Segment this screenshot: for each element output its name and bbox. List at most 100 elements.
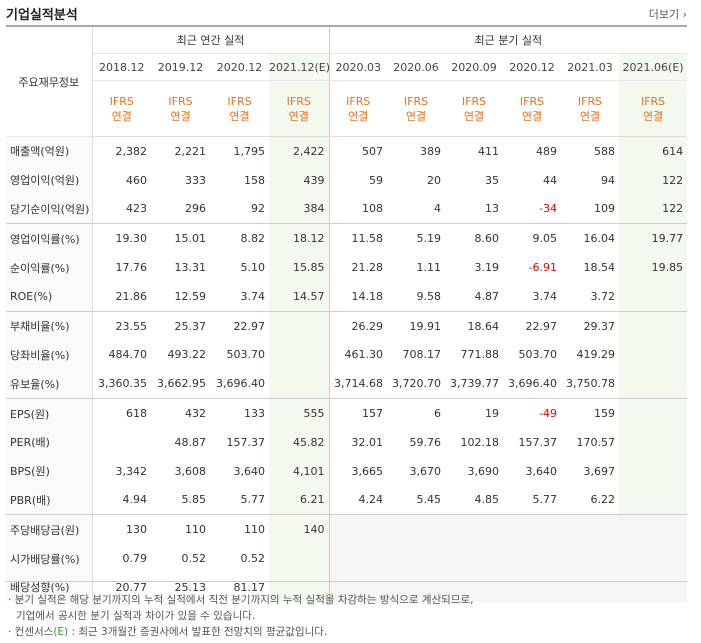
row-label: 시가배당률(%)	[6, 544, 93, 573]
ifrs-label: IFRS 연결	[503, 80, 562, 137]
table-cell: 26.29	[329, 310, 388, 341]
note-1: · 분기 실적은 해당 분기까지의 누적 실적에서 직전 분기까지의 누적 실적…	[8, 594, 474, 606]
table-cell: 411	[478, 144, 500, 158]
period-header: 2021.06(E)	[619, 53, 688, 81]
period-header: 2020.12	[503, 53, 562, 81]
table-cell: 14.57	[269, 281, 330, 312]
table-cell: 8.60	[445, 223, 504, 254]
table-cell: 170.57	[576, 435, 616, 449]
table-row: ROE(%) 21.86 12.59 3.74 14.57 14.18 9.58 4.87 3.…	[6, 281, 688, 312]
table-cell: 21.28	[351, 261, 384, 275]
row-label: 매출액(억원)	[6, 136, 93, 166]
table-cell: 19	[445, 398, 504, 428]
table-cell: 13	[485, 202, 500, 216]
row-label: BPS(원)	[6, 456, 93, 486]
table-cell: 588	[594, 144, 616, 158]
period-header: 2020.12	[210, 53, 269, 81]
table-cell: 2,221	[174, 144, 207, 158]
table-cell: 4.85	[474, 493, 500, 507]
ifrs-label: IFRS 연결	[445, 80, 504, 137]
period-header: 2021.03	[561, 53, 620, 81]
table-cell	[619, 369, 688, 399]
table-cell: 19.77	[619, 223, 688, 254]
table-row: 부채비율(%) 23.55 25.37 22.97 26.29 19.91 18.64 22.…	[6, 310, 688, 341]
table-cell	[503, 572, 562, 602]
table-cell: 110	[210, 514, 269, 545]
table-cell: 3,739.77	[450, 377, 500, 391]
table-row: PBR(배) 4.94 5.85 5.77 6.21 4.24 5.45 4.85 5.77 6.…	[6, 485, 688, 515]
chevron-right-icon: ›	[682, 8, 687, 21]
table-cell: 5.77	[532, 493, 558, 507]
ifrs-label: IFRS 연결	[387, 80, 446, 137]
footer-divider	[6, 581, 687, 582]
table-cell	[387, 572, 446, 602]
table-cell	[619, 310, 688, 341]
table-cell: 3,750.78	[566, 377, 616, 391]
table-cell: 3.74	[240, 289, 266, 303]
table-cell: 20.77	[115, 580, 148, 594]
ifrs-line1: IFRS	[227, 94, 252, 108]
table-cell: 3.72	[590, 289, 616, 303]
table-cell: 423	[126, 202, 147, 216]
table-cell	[619, 456, 688, 486]
table-cell: 23.55	[92, 310, 151, 341]
table-cell: 489	[536, 144, 558, 158]
table-cell: 5.77	[240, 493, 266, 507]
ifrs-line1: IFRS	[168, 94, 193, 108]
row-label: 부채비율(%)	[6, 310, 93, 341]
table-row: 순이익률(%) 17.76 13.31 5.10 15.85 21.28 1.11 3.19 -…	[6, 253, 688, 282]
table-cell: 102.18	[460, 435, 500, 449]
table-cell: 1.11	[416, 261, 442, 275]
row-label: 순이익률(%)	[6, 253, 93, 282]
table-cell: 17.76	[115, 261, 148, 275]
table-cell: 5.10	[240, 261, 266, 275]
table-cell: 122	[619, 194, 688, 224]
table-cell	[269, 369, 330, 399]
note-1-text: 분기 실적은 해당 분기까지의 누적 실적에서 직전 분기까지의 누적 실적을 …	[14, 594, 474, 606]
table-cell: 3,696.40	[508, 377, 558, 391]
table-cell: 3,670	[409, 464, 442, 478]
ifrs-label: IFRS 연결	[210, 80, 269, 137]
ifrs-label: IFRS 연결	[92, 80, 151, 137]
row-label-header: 주요재무정보	[6, 27, 93, 137]
table-cell: 2,382	[115, 144, 148, 158]
more-link[interactable]: 더보기 ›	[649, 6, 687, 22]
table-cell: 158	[244, 173, 265, 187]
table-cell: 25.37	[151, 310, 210, 341]
table-cell: 503.70	[518, 348, 558, 362]
table-cell: 5.45	[416, 493, 442, 507]
table-cell: 771.88	[460, 348, 500, 362]
table-cell: 45.82	[269, 427, 330, 457]
table-cell	[329, 544, 388, 573]
period-header: 2019.12	[151, 53, 210, 81]
table-cell: 507	[362, 144, 384, 158]
table-row: 영업이익(억원) 460 333 158 439 59 20 35 44 94 122	[6, 165, 688, 195]
table-cell: 22.97	[503, 310, 562, 341]
table-row: BPS(원) 3,342 3,608 3,640 4,101 3,665 3,670 3,69…	[6, 456, 688, 486]
table-cell: 59.76	[409, 435, 442, 449]
table-cell: 15.01	[151, 223, 210, 254]
note-3-estimate-mark: (E)	[53, 626, 69, 638]
table-cell	[329, 572, 388, 602]
row-label: 유보율(%)	[6, 369, 93, 399]
ifrs-line1: IFRS	[286, 94, 311, 108]
period-header: 2021.12(E)	[269, 53, 330, 81]
table-cell: 5.19	[387, 223, 446, 254]
ifrs-line1: IFRS	[346, 94, 371, 108]
table-cell	[329, 514, 388, 545]
table-cell: 708.17	[402, 348, 442, 362]
table-cell: 3,608	[174, 464, 207, 478]
row-label: 영업이익률(%)	[6, 223, 93, 254]
table-cell: 460	[126, 173, 147, 187]
table-cell: 19.85	[619, 253, 688, 282]
period-header: 2020.06	[387, 53, 446, 81]
table-cell: 3,696.40	[216, 377, 265, 391]
table-cell: 14.18	[351, 289, 384, 303]
table-cell: 35	[485, 173, 500, 187]
table-cell: 0.79	[122, 552, 148, 566]
row-label: 당기순이익(억원)	[6, 194, 93, 224]
table-cell: 3,640	[525, 464, 558, 478]
table-cell: 4.94	[122, 493, 148, 507]
table-cell: 9.58	[416, 289, 442, 303]
quarter-header: 최근 분기 실적	[329, 27, 688, 54]
